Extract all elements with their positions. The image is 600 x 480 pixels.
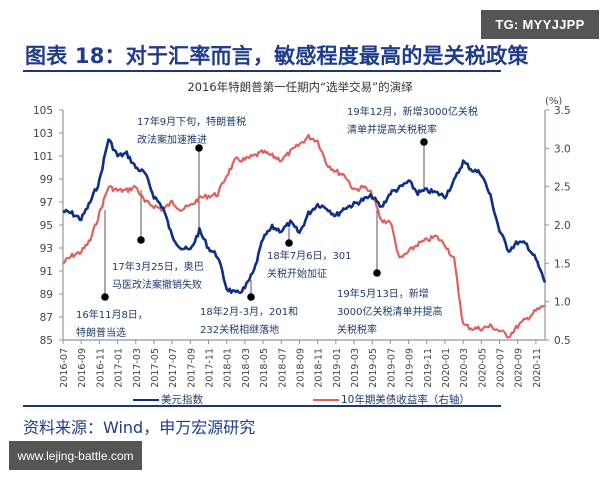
chart-title: 2016年特朗普第一任期内“选举交易”的演绎 — [187, 80, 413, 94]
x-axis-tick-label: 2017-05 — [150, 348, 161, 388]
annotation-line: 关税开始加征 — [267, 269, 327, 280]
source-note: 资料来源：Wind，申万宏源研究 — [23, 418, 256, 437]
left-axis-tick-label: 91 — [40, 266, 53, 278]
annotation-line: 特朗普当选 — [76, 328, 126, 339]
right-axis-tick-label: 1.5 — [554, 258, 571, 270]
x-axis-tick-label: 2019-07 — [386, 348, 397, 388]
legend-swatch-yield — [313, 398, 339, 401]
x-axis-tick-label: 2016-11 — [95, 348, 106, 388]
annotation-line: 18年2月-3月，201和 — [200, 307, 299, 318]
right-axis-unit: (%) — [545, 96, 563, 107]
annotation-line: 16年11月8日， — [76, 310, 148, 321]
x-axis-tick-label: 2018-05 — [259, 348, 270, 388]
right-axis-tick-label: 3.5 — [554, 105, 571, 117]
x-axis-tick-label: 2019-11 — [423, 348, 434, 388]
x-axis-tick-label: 2019-09 — [405, 348, 416, 388]
x-axis-tick-label: 2018-03 — [241, 348, 252, 388]
annotation-line: 3000亿关税清单并提高 — [337, 307, 443, 318]
x-axis-tick-label: 2020-03 — [459, 348, 470, 388]
annotation-line: 232关税相继落地 — [200, 325, 280, 336]
annotation-tax-reform: 17年9月下旬，特朗普税 改法案加速推进 — [137, 114, 246, 150]
annotation-dec-2019-tariffs: 19年12月，新增3000亿关税 清单并提高关税税率 — [347, 104, 478, 140]
annotation-line: 17年9月下旬，特朗普税 — [137, 117, 247, 128]
annotation-marker-dot — [101, 293, 109, 301]
x-axis-tick-label: 2018-01 — [223, 348, 234, 388]
x-axis-tick-label: 2016-09 — [77, 348, 88, 388]
annotation-obamacare: 17年3月25日，奥巴 马医改法案撤销失败 — [112, 259, 204, 295]
legend-swatch-dxy — [133, 398, 159, 401]
left-axis-tick-label: 103 — [33, 128, 53, 140]
annotation-marker-dot — [137, 236, 145, 244]
annotation-line: 清单并提高关税税率 — [347, 125, 437, 136]
annotation-line: 17年3月25日，奥巴 — [112, 262, 204, 273]
annotation-line: 19年12月，新增3000亿关税 — [347, 107, 478, 118]
left-axis-tick-label: 105 — [33, 105, 53, 117]
annotation-301-tariffs: 18年7月6日，301 关税开始加征 — [267, 248, 352, 284]
right-axis-tick-label: 2.5 — [554, 182, 571, 194]
annotation-marker-dot — [247, 293, 255, 301]
left-axis-tick-label: 101 — [33, 151, 53, 163]
annotation-line: 改法案加速推进 — [137, 135, 207, 146]
x-axis-tick-label: 2019-01 — [332, 348, 343, 388]
x-axis-tick-label: 2020-07 — [496, 348, 507, 388]
left-axis-tick-label: 87 — [40, 312, 53, 324]
annotation-may-2019-tariffs: 19年5月13日，新增 3000亿关税清单并提高 关税税率 — [337, 286, 442, 340]
right-axis-tick-label: 1.0 — [554, 297, 571, 309]
watermark-top-badge: TG: MYYJJPP — [481, 10, 599, 39]
title-divider — [23, 70, 501, 72]
x-axis-tick-label: 2018-09 — [295, 348, 306, 388]
x-axis-tick-label: 2017-07 — [168, 348, 179, 388]
axes: 105 103 101 99 97 95 93 91 89 87 85 3.5 3.0 2.5 2.0 1.5… — [33, 105, 571, 388]
x-axis-tick-label: 2020-11 — [532, 348, 543, 388]
legend-label-dxy: 美元指数 — [161, 394, 203, 406]
annotation-marker-dot — [420, 138, 428, 146]
annotation-line: 19年5月13日，新增 — [337, 289, 429, 300]
x-axis-tick-label: 2017-01 — [114, 348, 125, 388]
figure-title: 图表 18：对于汇率而言，敏感程度最高的是关税政策 — [25, 44, 529, 68]
x-axis-tick-label: 2018-11 — [314, 348, 325, 388]
bottom-divider — [23, 405, 501, 407]
x-axis-tick-label: 2020-01 — [441, 348, 452, 388]
annotation-leaders — [101, 138, 428, 301]
dxy-series-line — [62, 138, 547, 295]
watermark-bottom-badge: www.lejing-battle.com — [9, 441, 142, 470]
legend-item-yield: 10年期美债收益率（右轴） — [313, 392, 470, 407]
left-axis-tick-label: 99 — [40, 174, 53, 186]
annotation-marker-dot — [195, 144, 203, 152]
x-axis-tick-label: 2019-05 — [368, 348, 379, 388]
x-axis-tick-label: 2020-09 — [514, 348, 525, 388]
left-axis-tick-label: 93 — [40, 243, 53, 255]
legend-label-yield: 10年期美债收益率（右轴） — [341, 394, 470, 406]
right-axis-tick-label: 0.5 — [554, 335, 571, 347]
x-axis-tick-label: 2017-11 — [205, 348, 216, 388]
x-axis-tick-label: 2017-09 — [186, 348, 197, 388]
left-axis-tick-label: 85 — [40, 335, 53, 347]
annotation-201-232-tariffs: 18年2月-3月，201和 232关税相继落地 — [200, 304, 298, 340]
x-axis-tick-label: 2019-03 — [350, 348, 361, 388]
left-axis-tick-label: 89 — [40, 289, 53, 301]
x-axis-tick-label: 2016-07 — [59, 348, 70, 388]
annotation-marker-dot — [373, 269, 381, 277]
annotation-marker-dot — [285, 239, 293, 247]
left-axis-tick-label: 97 — [40, 197, 53, 209]
x-axis-tick-label: 2017-03 — [132, 348, 143, 388]
right-axis-tick-label: 2.0 — [554, 220, 571, 232]
legend-item-dxy: 美元指数 — [133, 392, 203, 407]
annotation-line: 关税税率 — [337, 325, 377, 336]
annotation-line: 18年7月6日，301 — [267, 251, 352, 262]
right-axis-tick-label: 3.0 — [554, 143, 571, 155]
annotation-trump-elected: 16年11月8日， 特朗普当选 — [76, 307, 148, 343]
left-axis-tick-label: 95 — [40, 220, 53, 232]
annotation-line: 马医改法案撤销失败 — [112, 280, 202, 291]
x-axis-tick-label: 2018-07 — [277, 348, 288, 388]
yield-series-line — [62, 133, 546, 339]
x-axis-tick-label: 2020-05 — [477, 348, 488, 388]
